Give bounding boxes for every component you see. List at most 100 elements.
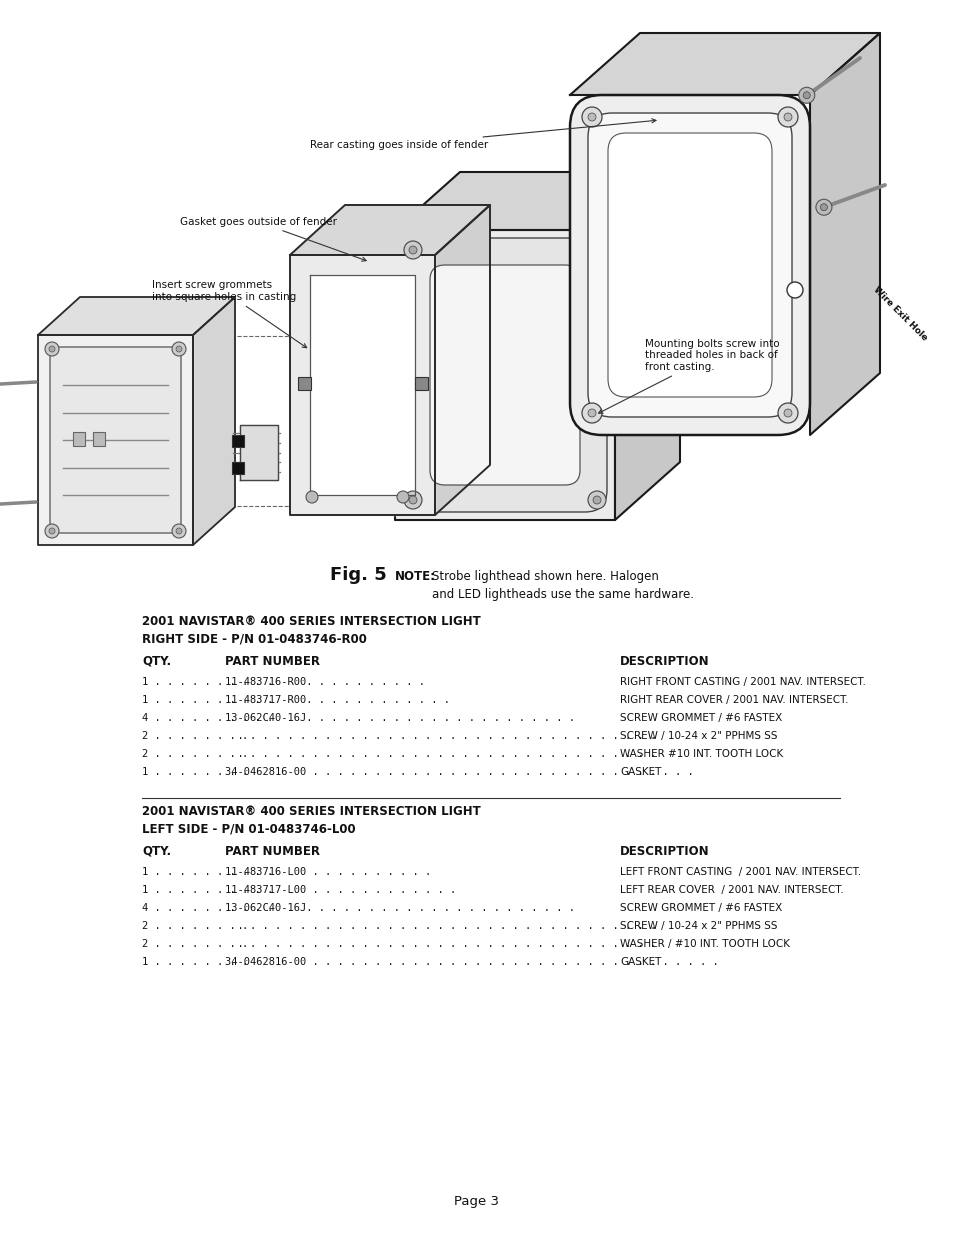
FancyBboxPatch shape xyxy=(50,347,181,534)
Circle shape xyxy=(49,529,55,534)
Circle shape xyxy=(409,496,416,504)
Text: Insert screw grommets
into square holes in casting: Insert screw grommets into square holes … xyxy=(152,280,306,348)
Text: LEFT FRONT CASTING  / 2001 NAV. INTERSECT.: LEFT FRONT CASTING / 2001 NAV. INTERSECT… xyxy=(619,867,861,877)
Circle shape xyxy=(815,199,831,215)
Polygon shape xyxy=(38,335,193,545)
Circle shape xyxy=(783,112,791,121)
Text: . . . . . . . . . . . . . . . . . . . . . . . . . . . . . . . . . .: . . . . . . . . . . . . . . . . . . . . … xyxy=(225,731,656,741)
Text: 1 . . . . . . . . . .: 1 . . . . . . . . . . xyxy=(142,885,273,895)
Text: 2 . . . . . . . .: 2 . . . . . . . . xyxy=(142,748,248,760)
Circle shape xyxy=(587,241,605,259)
Text: RIGHT SIDE - P/N 01-0483746-R00: RIGHT SIDE - P/N 01-0483746-R00 xyxy=(142,634,367,646)
Text: 2001 NAVISTAR® 400 SERIES INTERSECTION LIGHT: 2001 NAVISTAR® 400 SERIES INTERSECTION L… xyxy=(142,805,480,818)
Text: 2001 NAVISTAR® 400 SERIES INTERSECTION LIGHT: 2001 NAVISTAR® 400 SERIES INTERSECTION L… xyxy=(142,615,480,629)
Circle shape xyxy=(175,346,182,352)
Circle shape xyxy=(587,492,605,509)
Bar xyxy=(232,435,244,447)
Text: Rear casting goes inside of fender: Rear casting goes inside of fender xyxy=(310,119,656,149)
Text: WASHER / #10 INT. TOOTH LOCK: WASHER / #10 INT. TOOTH LOCK xyxy=(619,939,789,948)
Text: 2 . . . . . . . .: 2 . . . . . . . . xyxy=(142,939,248,948)
Text: Mounting bolts screw into
threaded holes in back of
front casting.: Mounting bolts screw into threaded holes… xyxy=(598,338,779,414)
Text: . . . . . . . . . . . . . . . . . . . . . . . . . . . . . . . . . .: . . . . . . . . . . . . . . . . . . . . … xyxy=(225,921,656,931)
Text: RIGHT FRONT CASTING / 2001 NAV. INTERSECT.: RIGHT FRONT CASTING / 2001 NAV. INTERSEC… xyxy=(619,677,865,687)
Circle shape xyxy=(778,403,797,424)
Text: WASHER #10 INT. TOOTH LOCK: WASHER #10 INT. TOOTH LOCK xyxy=(619,748,782,760)
Text: 1 . . . . . . . .: 1 . . . . . . . . xyxy=(142,957,248,967)
Circle shape xyxy=(587,409,596,417)
Text: PART NUMBER: PART NUMBER xyxy=(225,845,319,858)
Polygon shape xyxy=(38,296,234,335)
Polygon shape xyxy=(569,33,879,95)
Text: NOTE:: NOTE: xyxy=(395,571,436,583)
Text: 4 . . . . . . . . . .: 4 . . . . . . . . . . xyxy=(142,713,273,722)
Circle shape xyxy=(172,524,186,538)
Circle shape xyxy=(409,246,416,254)
Text: DESCRIPTION: DESCRIPTION xyxy=(619,655,709,668)
Circle shape xyxy=(820,204,826,211)
Text: 2 . . . . . . . .: 2 . . . . . . . . xyxy=(142,921,248,931)
Text: 4 . . . . . . . . . .: 4 . . . . . . . . . . xyxy=(142,903,273,913)
Text: QTY.: QTY. xyxy=(142,845,171,858)
Text: 1 . . . . . . . . . .: 1 . . . . . . . . . . xyxy=(142,867,273,877)
Circle shape xyxy=(593,246,600,254)
Circle shape xyxy=(49,346,55,352)
FancyBboxPatch shape xyxy=(607,133,771,396)
Text: LEFT REAR COVER  / 2001 NAV. INTERSECT.: LEFT REAR COVER / 2001 NAV. INTERSECT. xyxy=(619,885,842,895)
Circle shape xyxy=(778,107,797,127)
Text: Page 3: Page 3 xyxy=(454,1195,499,1208)
Text: 11-483716-L00 . . . . . . . . . .: 11-483716-L00 . . . . . . . . . . xyxy=(225,867,431,877)
Text: SCREW / 10-24 x 2" PPHMS SS: SCREW / 10-24 x 2" PPHMS SS xyxy=(619,921,777,931)
Bar xyxy=(595,366,613,387)
Text: 11-483716-R00. . . . . . . . . .: 11-483716-R00. . . . . . . . . . xyxy=(225,677,424,687)
FancyBboxPatch shape xyxy=(430,266,579,485)
Text: Fig. 5: Fig. 5 xyxy=(330,566,386,584)
Circle shape xyxy=(306,492,317,503)
Circle shape xyxy=(593,496,600,504)
Circle shape xyxy=(802,91,809,99)
Polygon shape xyxy=(310,275,415,495)
Text: SCREW GROMMET / #6 FASTEX: SCREW GROMMET / #6 FASTEX xyxy=(619,903,781,913)
Circle shape xyxy=(798,88,814,104)
Bar xyxy=(297,377,311,390)
Text: PART NUMBER: PART NUMBER xyxy=(225,655,319,668)
Circle shape xyxy=(786,282,802,298)
Bar xyxy=(92,432,105,446)
Circle shape xyxy=(45,342,59,356)
Polygon shape xyxy=(240,425,277,480)
Text: 13-062C40-16J. . . . . . . . . . . . . . . . . . . . . .: 13-062C40-16J. . . . . . . . . . . . . .… xyxy=(225,903,575,913)
Text: Gasket goes outside of fender: Gasket goes outside of fender xyxy=(180,217,366,261)
Polygon shape xyxy=(395,172,679,230)
Circle shape xyxy=(783,409,791,417)
Polygon shape xyxy=(290,205,490,254)
Polygon shape xyxy=(809,33,879,435)
Text: RIGHT REAR COVER / 2001 NAV. INTERSECT.: RIGHT REAR COVER / 2001 NAV. INTERSECT. xyxy=(619,695,847,705)
Circle shape xyxy=(587,112,596,121)
Polygon shape xyxy=(615,172,679,520)
FancyBboxPatch shape xyxy=(569,95,809,435)
Text: 1 . . . . . . . . . .: 1 . . . . . . . . . . xyxy=(142,677,273,687)
Text: 2 . . . . . . . .: 2 . . . . . . . . xyxy=(142,731,248,741)
Text: and LED lightheads use the same hardware.: and LED lightheads use the same hardware… xyxy=(432,588,693,601)
Circle shape xyxy=(172,342,186,356)
Text: SCREW GROMMET / #6 FASTEX: SCREW GROMMET / #6 FASTEX xyxy=(619,713,781,722)
Text: DESCRIPTION: DESCRIPTION xyxy=(619,845,709,858)
Polygon shape xyxy=(290,254,435,515)
Text: GASKET: GASKET xyxy=(619,957,660,967)
Text: GASKET: GASKET xyxy=(619,767,660,777)
Text: 11-483717-R00. . . . . . . . . . . .: 11-483717-R00. . . . . . . . . . . . xyxy=(225,695,450,705)
Circle shape xyxy=(581,107,601,127)
Text: 34-0462816-00 . . . . . . . . . . . . . . . . . . . . . . . . . . . . . . . . .: 34-0462816-00 . . . . . . . . . . . . . … xyxy=(225,957,718,967)
Circle shape xyxy=(403,241,421,259)
FancyBboxPatch shape xyxy=(587,112,791,417)
Text: Wire Exit Hole: Wire Exit Hole xyxy=(871,285,928,342)
Text: . . . . . . . . . . . . . . . . . . . . . . . . . . . . . . . . . .: . . . . . . . . . . . . . . . . . . . . … xyxy=(225,748,656,760)
Bar xyxy=(415,377,428,390)
Text: SCREW / 10-24 x 2" PPHMS SS: SCREW / 10-24 x 2" PPHMS SS xyxy=(619,731,777,741)
Bar xyxy=(232,462,244,474)
Text: 13-062C40-16J. . . . . . . . . . . . . . . . . . . . . .: 13-062C40-16J. . . . . . . . . . . . . .… xyxy=(225,713,575,722)
Polygon shape xyxy=(435,205,490,515)
Text: QTY.: QTY. xyxy=(142,655,171,668)
Polygon shape xyxy=(193,296,234,545)
Text: 11-483717-L00 . . . . . . . . . . . .: 11-483717-L00 . . . . . . . . . . . . xyxy=(225,885,456,895)
Circle shape xyxy=(45,524,59,538)
